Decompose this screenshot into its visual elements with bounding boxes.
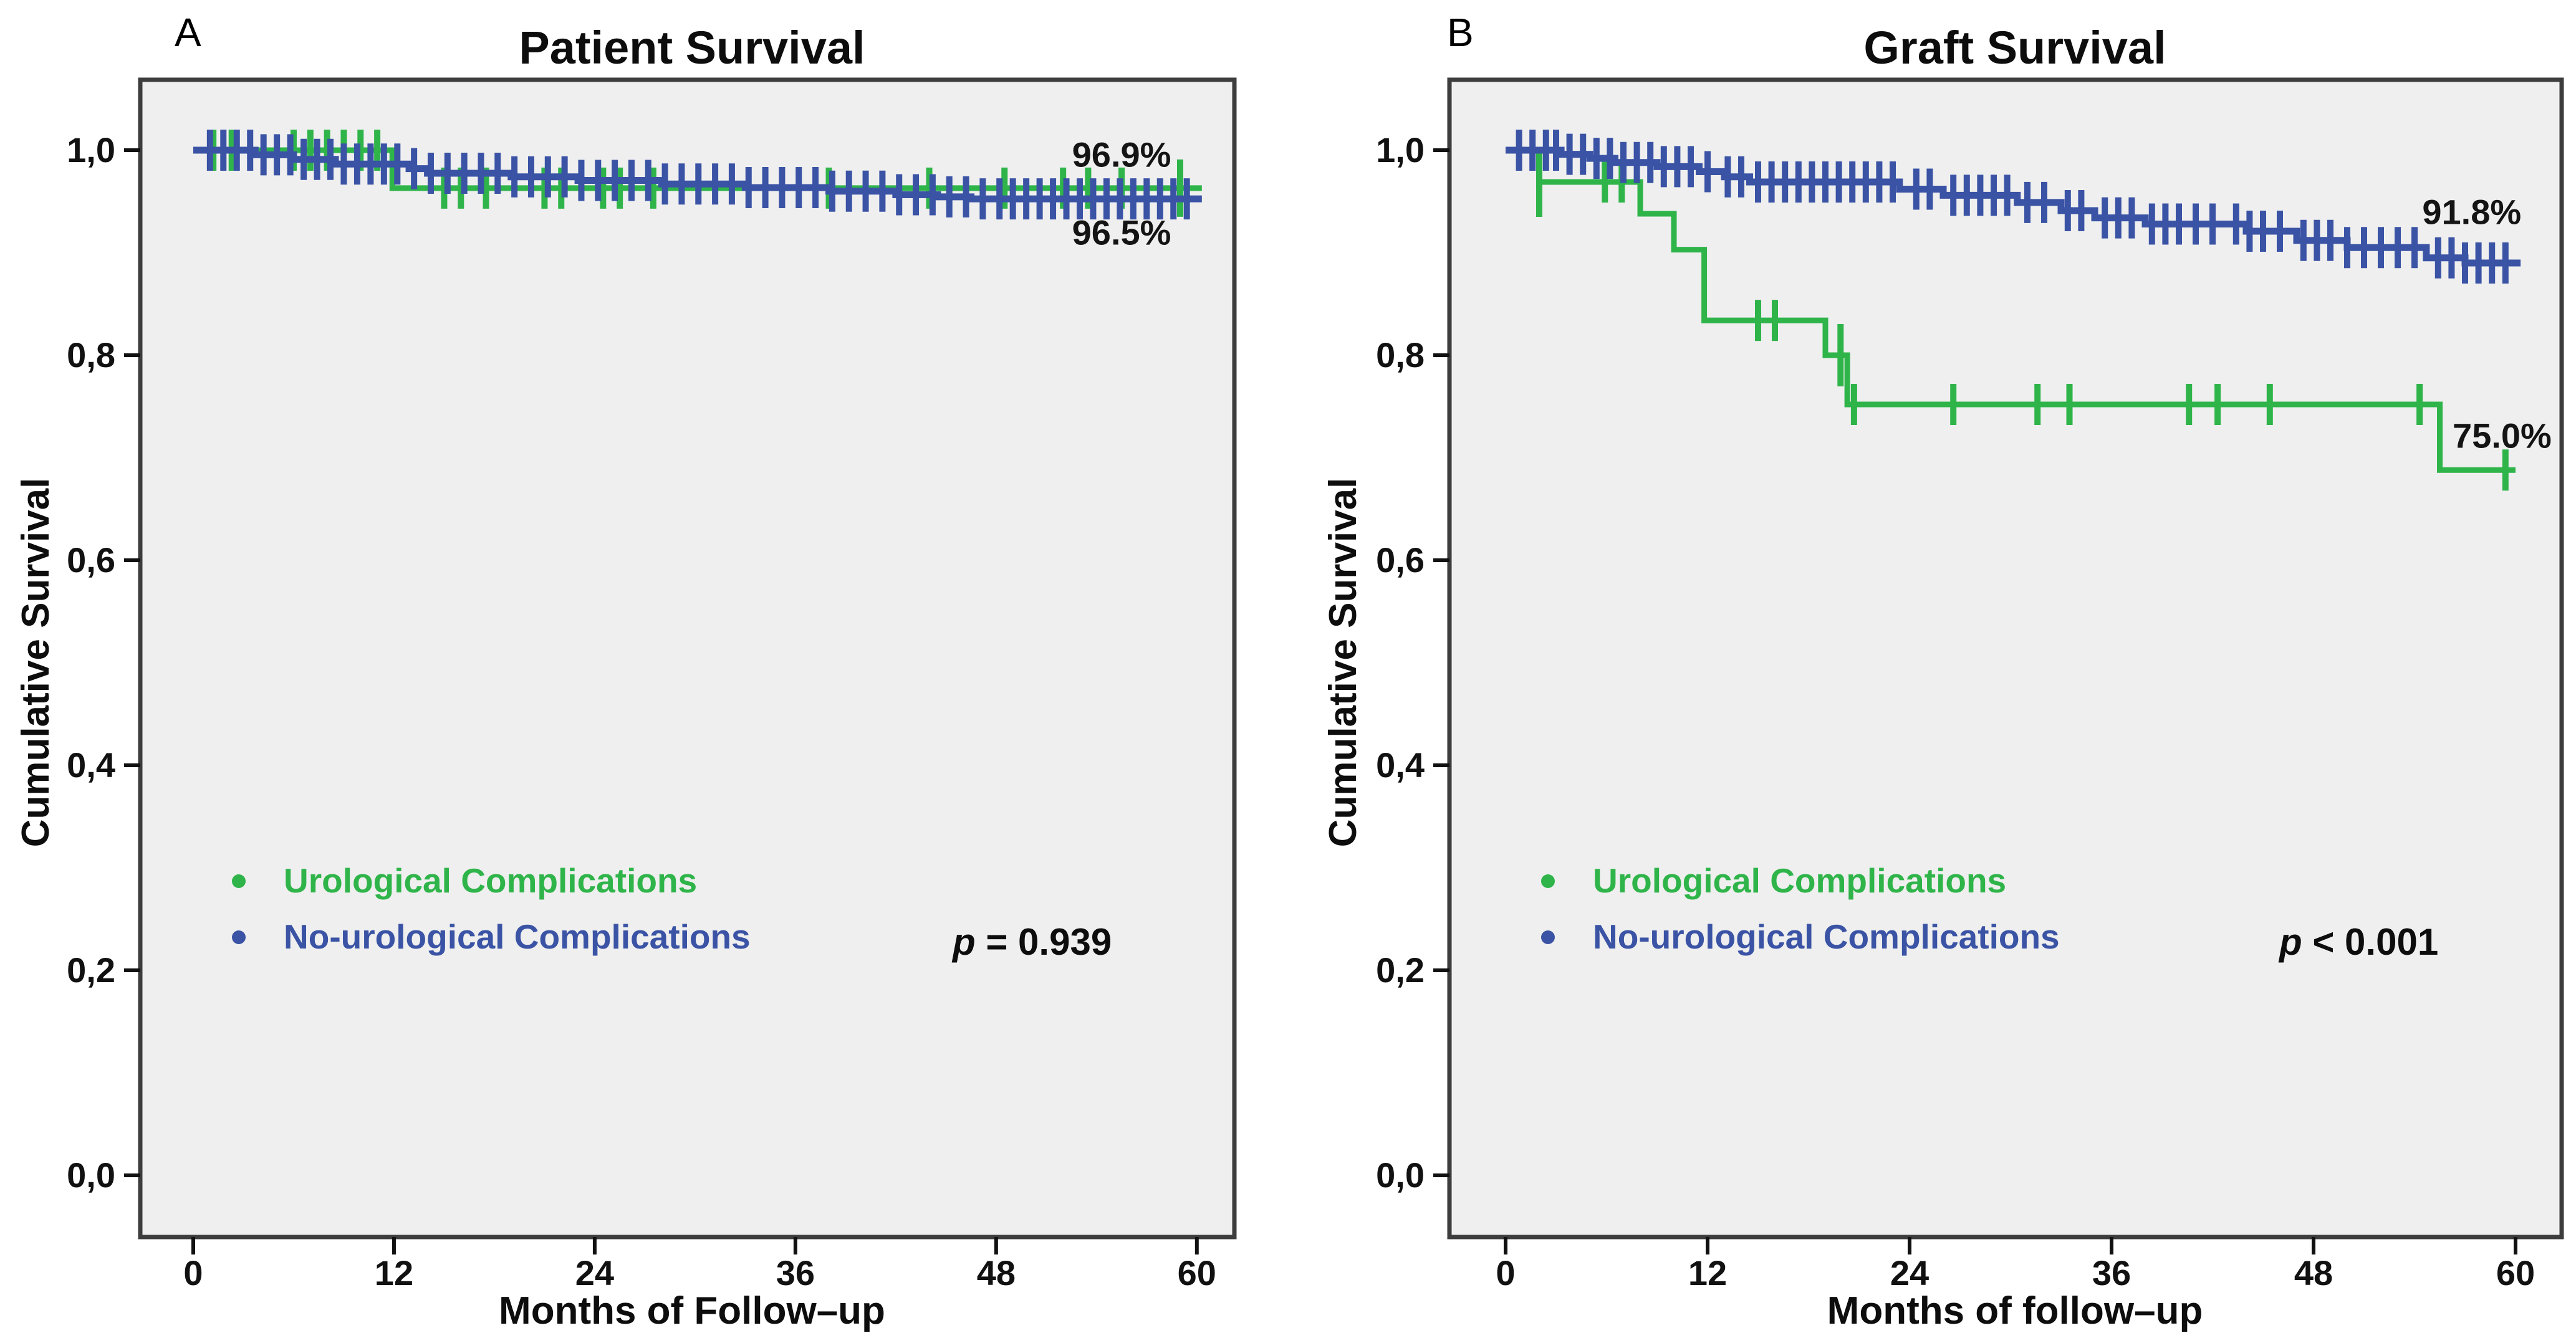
plot-area: [138, 77, 1237, 1240]
x-tick-label: 60: [1178, 1253, 1216, 1293]
x-tick-label: 24: [575, 1253, 614, 1293]
y-tick-label: 0,2: [1376, 950, 1425, 990]
x-tick-label: 48: [2294, 1253, 2333, 1293]
panel-a-patient-survival-chart: A Patient Survival 1,0 0,8 0,6 0,4 0,2 0,0 0 12 24…: [14, 10, 1237, 1332]
y-tick-label: 0,8: [67, 335, 115, 375]
survival-curve-urological: [1506, 147, 2516, 473]
legend-label-urological: Urological Complications: [1593, 861, 2006, 900]
y-tick-label: 1,0: [67, 130, 115, 170]
panel-letter: A: [175, 10, 201, 55]
legend-label-no_urological: No-urological Complications: [1593, 917, 2060, 956]
x-tick-label: 36: [2092, 1253, 2131, 1293]
chart-title: Graft Survival: [1863, 22, 2166, 74]
legend-label-urological: Urological Complications: [284, 861, 697, 900]
x-axis-label: Months of follow–up: [1827, 1289, 2203, 1332]
survival-rate-label: 75.0%: [2453, 416, 2552, 455]
panel-letter: B: [1447, 10, 1474, 55]
x-tick-label: 60: [2496, 1253, 2535, 1293]
survival-rate-label: 96.9%: [1072, 135, 1171, 174]
y-tick-label: 0,0: [1376, 1155, 1425, 1195]
x-axis-label: Months of Follow–up: [499, 1289, 885, 1332]
x-tick-label: 0: [1496, 1253, 1515, 1293]
x-tick-label: 0: [183, 1253, 203, 1293]
y-tick-label: 0,0: [67, 1155, 115, 1195]
p-value-label: p < 0.001: [2278, 921, 2438, 963]
y-tick-label: 0,2: [67, 950, 115, 990]
p-value-label: p = 0.939: [951, 921, 1112, 963]
legend-marker-no_urological: [1541, 930, 1555, 944]
y-axis-label: Cumulative Survival: [14, 478, 57, 848]
legend-marker-no_urological: [232, 930, 246, 944]
y-tick-label: 0,8: [1376, 335, 1425, 375]
y-tick-label: 0,6: [67, 540, 115, 580]
legend-marker-urological: [232, 874, 246, 888]
survival-rate-label: 96.5%: [1072, 213, 1171, 252]
panel-b-graft-survival-chart: B Graft Survival 1,0 0,8 0,6 0,4 0,2 0,0 0 12 24 36…: [1322, 10, 2564, 1332]
legend-label-no_urological: No-urological Complications: [284, 917, 751, 956]
plot-area: [1447, 77, 2564, 1240]
x-tick-label: 48: [977, 1253, 1016, 1293]
x-tick-label: 36: [776, 1253, 815, 1293]
x-tick-label: 12: [375, 1253, 413, 1293]
y-tick-label: 1,0: [1376, 130, 1425, 170]
y-tick-label: 0,6: [1376, 540, 1425, 580]
y-axis-label: Cumulative Survival: [1322, 478, 1365, 848]
y-tick-label: 0,4: [1376, 745, 1425, 785]
survival-rate-label: 91.8%: [2422, 193, 2521, 232]
chart-title: Patient Survival: [519, 22, 865, 74]
x-tick-label: 12: [1688, 1253, 1727, 1293]
x-tick-label: 24: [1890, 1253, 1929, 1293]
legend-marker-urological: [1541, 874, 1555, 888]
y-tick-label: 0,4: [67, 745, 115, 785]
